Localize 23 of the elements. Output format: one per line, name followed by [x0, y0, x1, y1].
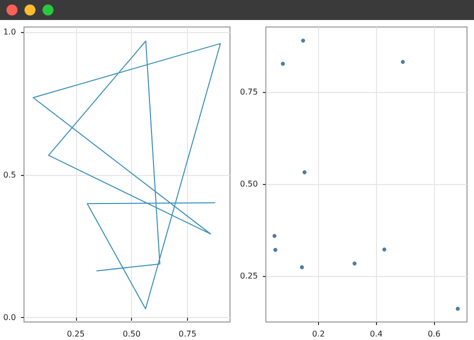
y-tick-label: 0.25	[240, 272, 258, 281]
line-series	[32, 40, 221, 310]
point	[301, 38, 306, 43]
x-tick-label: 0.75	[178, 330, 196, 338]
x-tick-label: 0.6	[428, 330, 440, 338]
point	[352, 262, 357, 266]
y-tick-label: 1.0	[3, 27, 16, 36]
point	[382, 248, 386, 252]
point	[400, 60, 405, 64]
x-tick-label: 0.4	[370, 330, 383, 338]
y-tick-label: 0.0	[3, 313, 16, 322]
point	[456, 306, 460, 311]
x-tick-label: 0.2	[312, 330, 325, 338]
y-tick-label: 0.50	[240, 180, 258, 189]
y-tick-label: 0.5	[3, 170, 16, 180]
x-tick-label: 0.50	[122, 330, 141, 338]
point	[273, 248, 278, 252]
x-tick-label: 0.25	[66, 330, 85, 338]
point	[300, 265, 304, 270]
point	[280, 62, 285, 66]
y-tick-label: 0.75	[240, 88, 258, 97]
point	[272, 234, 276, 238]
point	[302, 170, 307, 174]
